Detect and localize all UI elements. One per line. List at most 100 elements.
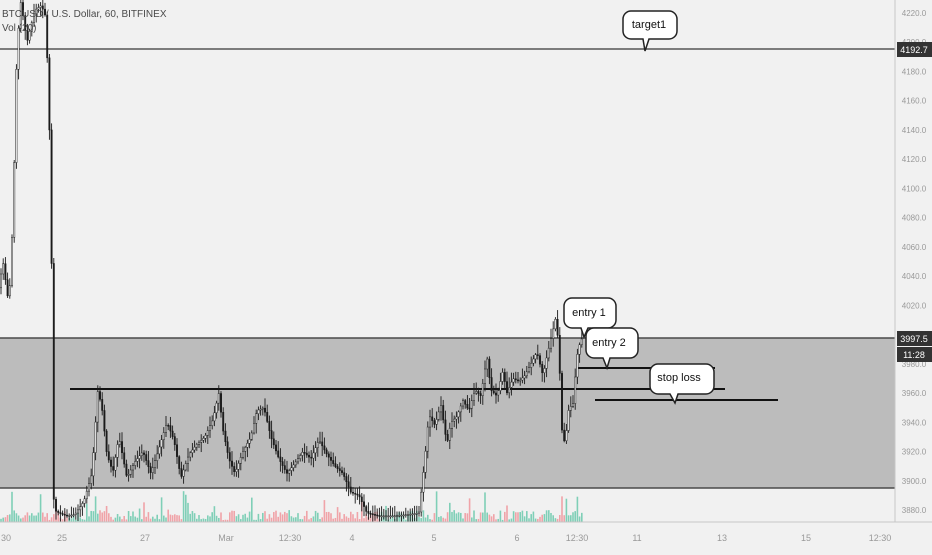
volume-bar <box>444 518 447 522</box>
volume-bar <box>46 513 48 522</box>
volume-bar <box>570 515 572 522</box>
time-tick-label: 11 <box>632 533 641 543</box>
candle-body <box>558 335 561 374</box>
stop-loss-callout[interactable]: stop loss <box>649 363 715 405</box>
volume-bar <box>218 517 220 522</box>
candle-body <box>81 503 84 507</box>
candle-body <box>563 429 566 442</box>
candle-body <box>479 393 482 396</box>
volume-bar <box>530 514 532 522</box>
candle-body <box>495 392 497 396</box>
candle-body <box>569 406 572 411</box>
volume-bar <box>215 515 218 522</box>
volume-bar <box>565 498 568 522</box>
candle-body <box>217 393 220 404</box>
volume-bar <box>233 510 235 522</box>
volume-bar <box>213 506 216 522</box>
volume-bar <box>178 515 180 522</box>
price-tick-label: 4080.0 <box>902 214 927 223</box>
volume-bar <box>119 516 121 522</box>
candle-body <box>151 467 154 473</box>
candle-body <box>149 466 152 473</box>
candle-body <box>173 436 176 445</box>
candle-body <box>312 452 315 459</box>
candle-body <box>63 514 66 516</box>
price-axis[interactable]: 3880.03900.03920.03940.03960.03980.04000… <box>894 0 932 522</box>
candle-body <box>510 381 513 388</box>
candle-body <box>41 5 44 10</box>
price-tick-label: 4060.0 <box>902 243 927 252</box>
volume-bar <box>466 513 469 522</box>
candle-body <box>466 404 469 409</box>
candle-body <box>138 455 141 459</box>
candle-body <box>545 357 548 369</box>
volume-bar <box>273 512 275 522</box>
volume-bar <box>457 512 460 522</box>
volume-bar <box>482 512 484 522</box>
volume-bar <box>528 518 530 522</box>
volume-bar <box>336 507 339 522</box>
time-axis[interactable]: 30 25 27 Mar 12:30 4 5 6 12:30 11 13 15 12:30 <box>0 521 932 550</box>
volume-bar <box>567 515 570 522</box>
candle-body <box>184 463 187 471</box>
candle-body <box>499 381 502 391</box>
candle-body <box>283 465 286 470</box>
candle-body <box>182 469 185 477</box>
volume-bar <box>572 512 574 522</box>
candle-body <box>30 22 33 32</box>
candle-body <box>143 452 145 455</box>
candle-body <box>261 407 264 410</box>
volume-bar <box>185 494 187 522</box>
candle-body <box>400 514 403 517</box>
candle-body <box>380 515 383 518</box>
candle-body <box>94 421 97 453</box>
candle-body <box>222 411 225 432</box>
candle-body <box>8 285 11 297</box>
candle-body <box>464 400 467 405</box>
volume-bar <box>541 514 543 522</box>
volume-bar <box>332 518 334 522</box>
volume-bar <box>152 516 154 522</box>
volume-bar <box>486 512 488 522</box>
candle-body <box>530 362 533 368</box>
volume-bar <box>17 515 20 522</box>
volume-bar <box>493 514 495 522</box>
entry-2-callout[interactable]: entry 2 <box>585 327 639 371</box>
candle-body <box>422 472 425 493</box>
candle-body <box>198 442 200 445</box>
candle-body <box>211 420 214 426</box>
volume-bar <box>576 496 579 522</box>
candle-body <box>473 392 475 401</box>
volume-bar <box>160 497 163 522</box>
price-tick-label: 4120.0 <box>902 155 927 164</box>
volume-bar <box>468 498 471 522</box>
volume-bar <box>108 513 110 522</box>
volume-bar <box>343 514 345 522</box>
volume-bar <box>552 515 554 522</box>
volume-bar <box>477 518 480 522</box>
candle-body <box>0 273 2 289</box>
candle-body <box>224 430 227 443</box>
volume-bar <box>512 511 515 522</box>
candle-body <box>44 8 46 16</box>
volume-bar <box>125 519 128 522</box>
volume-bar <box>141 519 143 522</box>
candle-body <box>92 452 95 477</box>
target1-callout[interactable]: target1 <box>622 10 678 52</box>
candle-body <box>52 263 55 500</box>
candle-body <box>415 512 418 515</box>
candle-body <box>107 451 110 461</box>
candle-body <box>6 279 9 297</box>
time-tick-label: 13 <box>717 533 727 543</box>
candle-body <box>332 460 335 464</box>
level-lines[interactable] <box>0 48 895 489</box>
volume-bar <box>4 517 7 522</box>
volume-bar <box>72 515 75 522</box>
candle-body <box>286 469 288 474</box>
volume-indicator-label: Vol (20) <box>2 23 37 34</box>
candle-body <box>202 438 205 441</box>
candle-body <box>556 318 559 336</box>
candle-body <box>580 338 583 345</box>
